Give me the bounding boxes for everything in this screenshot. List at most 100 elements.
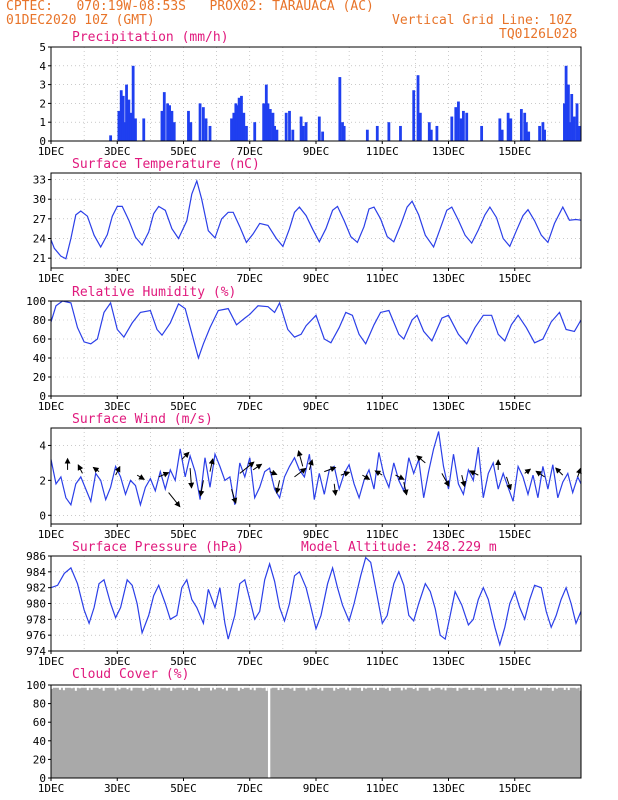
precip-bar (527, 131, 531, 141)
wind-vector-arrow (332, 483, 338, 497)
cloud-cover-notch (376, 686, 379, 690)
cloud-cover-notch (142, 686, 145, 691)
y-tick-label: 0 (39, 772, 46, 785)
cloud-cover-notch (174, 686, 177, 689)
precip-bar (416, 75, 420, 141)
cloud-cover-notch (349, 686, 352, 691)
cloud-cover-notch (516, 686, 519, 688)
x-tick-label: 15DEC (498, 272, 531, 285)
cloud-cover-notch (198, 686, 201, 691)
precip-bar (264, 84, 268, 141)
y-tick-label: 80 (33, 698, 46, 711)
precip-bar (506, 112, 510, 141)
precip-bar (284, 112, 288, 141)
x-tick-label: 3DEC (104, 272, 131, 285)
y-tick-label: 982 (26, 582, 46, 595)
wind-vector-arrow (395, 474, 405, 480)
cloud-cover-notch (158, 686, 161, 691)
x-tick-label: 3DEC (104, 528, 131, 541)
cloud-cover-notch (337, 686, 340, 689)
wind-vector-arrow (231, 488, 238, 505)
wind-vector-arrow (324, 466, 337, 473)
precip-bar (480, 125, 484, 141)
x-tick-label: 15DEC (498, 145, 531, 158)
wind-vector-arrow (362, 474, 371, 480)
precip-bar (273, 125, 276, 141)
cloud-cover-notch (365, 686, 368, 689)
wind-title: Surface Wind (m/s) (72, 412, 213, 427)
rh-panel: 0 20 40 60 80 100 1DEC 3DEC 5DEC 7DEC 9DEC 11DEC 13D… (26, 285, 582, 413)
cloud-panel: 0 20 40 60 80 100 1DEC 3DEC 5DEC 7DEC 9DEC 11DEC 13D… (26, 667, 582, 795)
y-tick-label: 4 (39, 439, 46, 452)
cloud-cover-notch (265, 686, 268, 691)
precip-bar (119, 90, 123, 141)
precip-bar (166, 103, 169, 141)
precip-bar (170, 110, 174, 141)
y-tick-label: 24 (33, 233, 47, 246)
cloud-cover-notch (528, 686, 530, 690)
cloud-cover-notch (357, 686, 360, 689)
x-tick-label: 15DEC (498, 655, 531, 668)
cloud-cover-notch (194, 686, 197, 689)
precip-bar (123, 122, 126, 141)
cloud-cover-notch (500, 686, 503, 690)
wind-vector-arrow (535, 470, 545, 478)
cloud-cover-notch (496, 686, 499, 691)
cloud-cover-notch (416, 686, 419, 691)
wind-vector-arrow (274, 480, 281, 494)
wind-vector-arrow (158, 471, 170, 478)
wind-vector-arrow (239, 461, 255, 474)
precip-bar (245, 125, 248, 141)
x-tick-label: 5DEC (170, 655, 197, 668)
wind-vector-arrow (469, 470, 479, 476)
wind-vector-arrow (296, 450, 304, 467)
x-tick-label: 5DEC (170, 528, 197, 541)
cloud-cover-notch (508, 686, 511, 689)
precip-bar (162, 92, 166, 141)
precip-bar (399, 125, 402, 141)
rh-series-line (50, 300, 582, 361)
cloud-cover-notch (345, 686, 348, 690)
cloud-cover-notch (412, 686, 415, 690)
cloud-cover-notch (372, 686, 375, 691)
x-tick-label: 3DEC (104, 655, 131, 668)
precip-bar (575, 103, 579, 141)
rh-title: Relative Humidity (%) (72, 285, 236, 300)
y-tick-label: 986 (26, 550, 46, 563)
x-tick-label: 11DEC (366, 782, 399, 795)
cloud-cover-notch (51, 686, 53, 689)
x-tick-label: 9DEC (303, 145, 330, 158)
cloud-cover-notch (484, 686, 487, 691)
precip-bar (457, 101, 460, 141)
precip-panel: 0 1 2 3 4 5 1DEC 3DEC 5DEC 7DEC 9DEC 11DEC 13DEC 15DE… (38, 30, 582, 158)
wind-vector-arrow (374, 470, 383, 477)
x-tick-label: 1DEC (38, 528, 65, 541)
cloud-cover-notch (444, 686, 447, 691)
precip-bar (341, 122, 344, 141)
cloud-cover-notch (70, 686, 73, 689)
precip-bar (454, 107, 458, 141)
cloud-cover-notch (146, 686, 149, 689)
y-tick-label: 33 (33, 174, 46, 187)
cloud-cover-notch (114, 686, 117, 691)
wind-vector-arrow (294, 467, 307, 478)
cloud-cover-notch (261, 686, 264, 689)
precip-bar (563, 103, 566, 141)
x-tick-label: 1DEC (38, 272, 65, 285)
precip-bar (387, 122, 391, 141)
cloud-cover-notch (424, 686, 427, 688)
cloud-cover-notch (269, 686, 272, 689)
x-tick-label: 15DEC (498, 528, 531, 541)
cloud-cover-notch (293, 686, 296, 691)
cloud-cover-notch (62, 686, 65, 691)
precip-bar (564, 65, 568, 141)
precip-bar (412, 90, 416, 141)
x-tick-label: 5DEC (170, 145, 197, 158)
x-tick-label: 3DEC (104, 400, 131, 413)
wind-vector-arrow (188, 468, 195, 489)
precip-bar (538, 125, 541, 141)
x-tick-label: 3DEC (104, 782, 131, 795)
precip-bar (291, 129, 295, 141)
y-tick-label: 3 (39, 79, 46, 92)
